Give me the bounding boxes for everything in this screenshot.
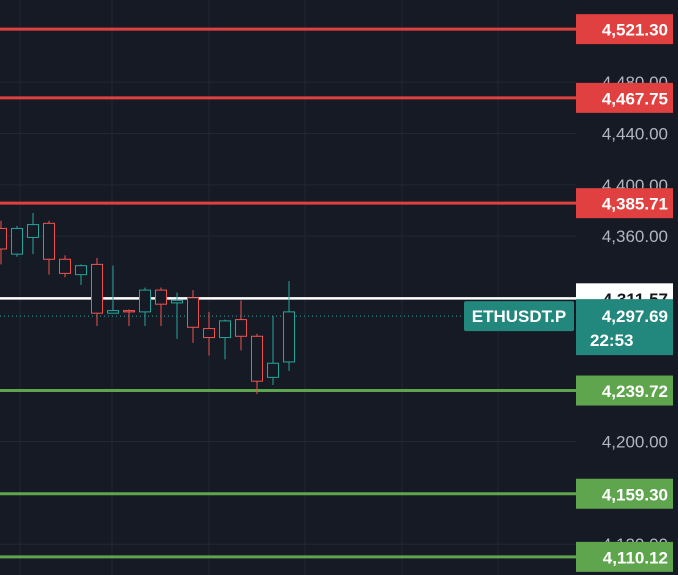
level-label-box <box>576 541 673 572</box>
candle-body <box>0 227 7 250</box>
level-label-box <box>576 14 673 45</box>
level-label-support: 4,239.72 <box>602 382 668 401</box>
candle-body <box>155 289 167 305</box>
candle-body <box>27 224 39 238</box>
candle-body <box>203 328 215 339</box>
candle-body <box>75 265 87 276</box>
candle-body <box>139 289 151 313</box>
level-label-box <box>576 375 673 406</box>
y-tick-label: 4,360.00 <box>602 227 668 246</box>
candles <box>0 213 295 395</box>
candle-body <box>43 222 55 260</box>
candle-body <box>91 263 103 314</box>
level-label-resistance: 4,521.30 <box>602 21 668 40</box>
candle-body <box>107 310 119 314</box>
y-tick-label: 4,200.00 <box>602 433 668 452</box>
level-label-box <box>576 478 673 509</box>
candle-body <box>59 258 71 274</box>
candle-body <box>267 362 279 378</box>
countdown-label: 22:53 <box>590 331 633 350</box>
candle-body <box>251 335 263 382</box>
y-tick-label: 4,440.00 <box>602 124 668 143</box>
level-label-support: 4,110.12 <box>603 548 668 567</box>
candle-body <box>123 310 135 313</box>
last-price-label: 4,297.69 <box>602 307 668 326</box>
price-labels: 4,521.304,467.754,385.714,311.574,239.72… <box>464 14 673 572</box>
level-label-support: 4,159.30 <box>602 485 668 504</box>
level-label-resistance: 4,467.75 <box>602 89 668 108</box>
candle-body <box>283 311 295 363</box>
level-label-box <box>576 82 673 113</box>
level-label-box <box>576 188 673 219</box>
symbol-label: ETHUSDT.P <box>472 307 566 326</box>
level-label-resistance: 4,385.71 <box>602 195 668 214</box>
symbol-tag <box>464 301 574 332</box>
candle-body <box>187 297 199 328</box>
candle-body <box>235 319 247 337</box>
last-price-box <box>576 299 673 356</box>
candle-body <box>171 299 183 304</box>
chart-grid <box>0 0 576 575</box>
candle-body <box>11 227 23 255</box>
candle-body <box>219 320 231 339</box>
